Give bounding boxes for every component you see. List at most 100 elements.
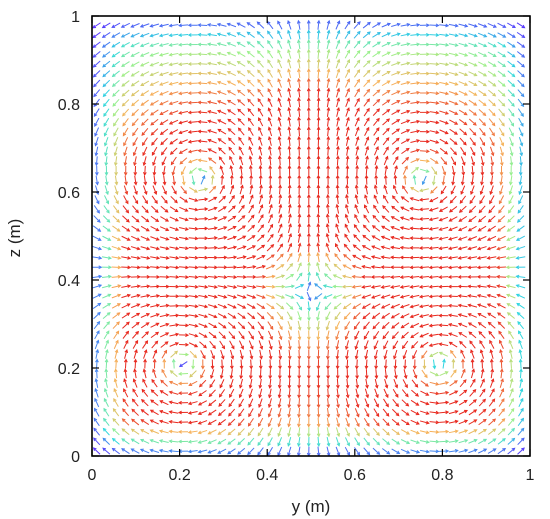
vector-arrowhead [164, 341, 169, 345]
vector-arrow [375, 175, 378, 185]
vector-arrow [169, 110, 179, 115]
vector-arrowhead [175, 313, 180, 318]
vector-arrow [236, 266, 246, 269]
vector-arrow [103, 205, 110, 214]
vector-arrow [227, 118, 236, 126]
vector-arrow [111, 41, 121, 48]
vector-arrowhead [307, 317, 311, 322]
vector-arrowhead [394, 155, 399, 160]
vector-arrowhead [406, 100, 411, 104]
vector-arrowhead [306, 68, 311, 73]
vector-arrowhead [502, 73, 506, 77]
vector-arrowhead [336, 20, 341, 25]
vector-arrow [198, 304, 208, 308]
vector-arrowhead [502, 63, 507, 68]
vector-arrowhead [486, 237, 491, 241]
vector-arrowhead [216, 32, 221, 37]
vector-arrowhead [426, 23, 430, 28]
vector-arrow [479, 340, 486, 349]
vector-arrowhead [140, 409, 145, 413]
vector-arrow [448, 226, 458, 231]
vector-arrowhead [94, 377, 99, 383]
vector-arrowhead [380, 275, 385, 279]
vector-arrowhead [356, 40, 361, 45]
vector-arrow [354, 447, 360, 456]
vector-arrowhead [325, 316, 329, 321]
vector-arrowhead [444, 140, 449, 145]
vector-arrowhead [249, 365, 254, 370]
vector-arrowhead [438, 323, 443, 328]
vector-arrowhead [168, 101, 173, 106]
vector-arrowhead [326, 433, 331, 438]
vector-arrow [268, 204, 273, 214]
vector-arrow [439, 401, 449, 404]
vector-arrowhead [386, 80, 391, 84]
vector-arrowhead [406, 109, 411, 114]
vector-arrow [345, 398, 349, 408]
vector-arrowhead [279, 233, 283, 238]
vector-arrowhead [132, 388, 136, 393]
vector-arrow [381, 90, 390, 96]
vector-arrow [372, 447, 380, 455]
vector-arrow [266, 254, 275, 261]
vector-arrowhead [132, 142, 136, 147]
vector-arrowhead [453, 151, 457, 156]
vector-arrowhead [326, 355, 330, 360]
vector-arrowhead [94, 387, 98, 392]
vector-arrow [439, 226, 449, 231]
vector-arrow [208, 129, 217, 134]
vector-arrow [169, 91, 179, 95]
vector-arrow [354, 437, 360, 446]
vector-arrow [103, 398, 109, 407]
vector-arrow [287, 49, 292, 59]
vector-arrowhead [473, 429, 478, 433]
vector-arrow [345, 107, 350, 117]
vector-arrow [487, 448, 497, 454]
vector-arrowhead [107, 237, 112, 241]
vector-arrow [248, 340, 254, 350]
vector-arrow [336, 349, 339, 359]
vector-arrowhead [336, 116, 340, 121]
vector-arrow [259, 165, 262, 175]
vector-arrowhead [169, 151, 174, 155]
vector-arrow [327, 388, 329, 398]
vector-arrowhead [140, 429, 145, 433]
vector-arrowhead [247, 88, 251, 93]
vector-arrow [400, 138, 410, 144]
vector-arrowhead [197, 402, 202, 406]
vector-arrow [336, 98, 340, 108]
vector-arrowhead [287, 433, 291, 438]
vector-arrowhead [426, 91, 430, 95]
vector-arrow [518, 408, 524, 417]
vector-arrow [169, 324, 179, 327]
vector-arrow [410, 101, 420, 104]
vector-arrow [277, 224, 283, 233]
vector-arrowhead [476, 246, 481, 251]
vector-arrow [217, 226, 227, 231]
vector-arrow [306, 291, 311, 301]
vector-arrowhead [252, 265, 257, 269]
vector-arrowhead [402, 185, 406, 190]
vector-arrowhead [270, 305, 275, 310]
vector-arrow [189, 187, 198, 193]
vector-arrow [151, 205, 159, 213]
vector-arrow [259, 349, 263, 359]
vector-arrowhead [366, 451, 371, 456]
vector-arrowhead [207, 148, 212, 152]
vector-arrowhead [342, 305, 347, 310]
vector-arrow [478, 61, 487, 67]
vector-arrowhead [508, 181, 513, 186]
vector-arrow [382, 215, 390, 222]
vector-arrow [198, 449, 208, 453]
vector-arrowhead [141, 132, 146, 136]
vector-arrowhead [149, 92, 154, 96]
vector-arrowhead [226, 42, 231, 46]
vector-arrow [498, 205, 505, 214]
vector-arrowhead [490, 152, 495, 157]
vector-arrow [208, 419, 217, 425]
vector-arrow [429, 139, 439, 144]
vector-arrowhead [94, 397, 98, 402]
vector-arrow [507, 312, 515, 319]
vector-arrow [469, 340, 476, 349]
vector-arrowhead [316, 135, 321, 140]
